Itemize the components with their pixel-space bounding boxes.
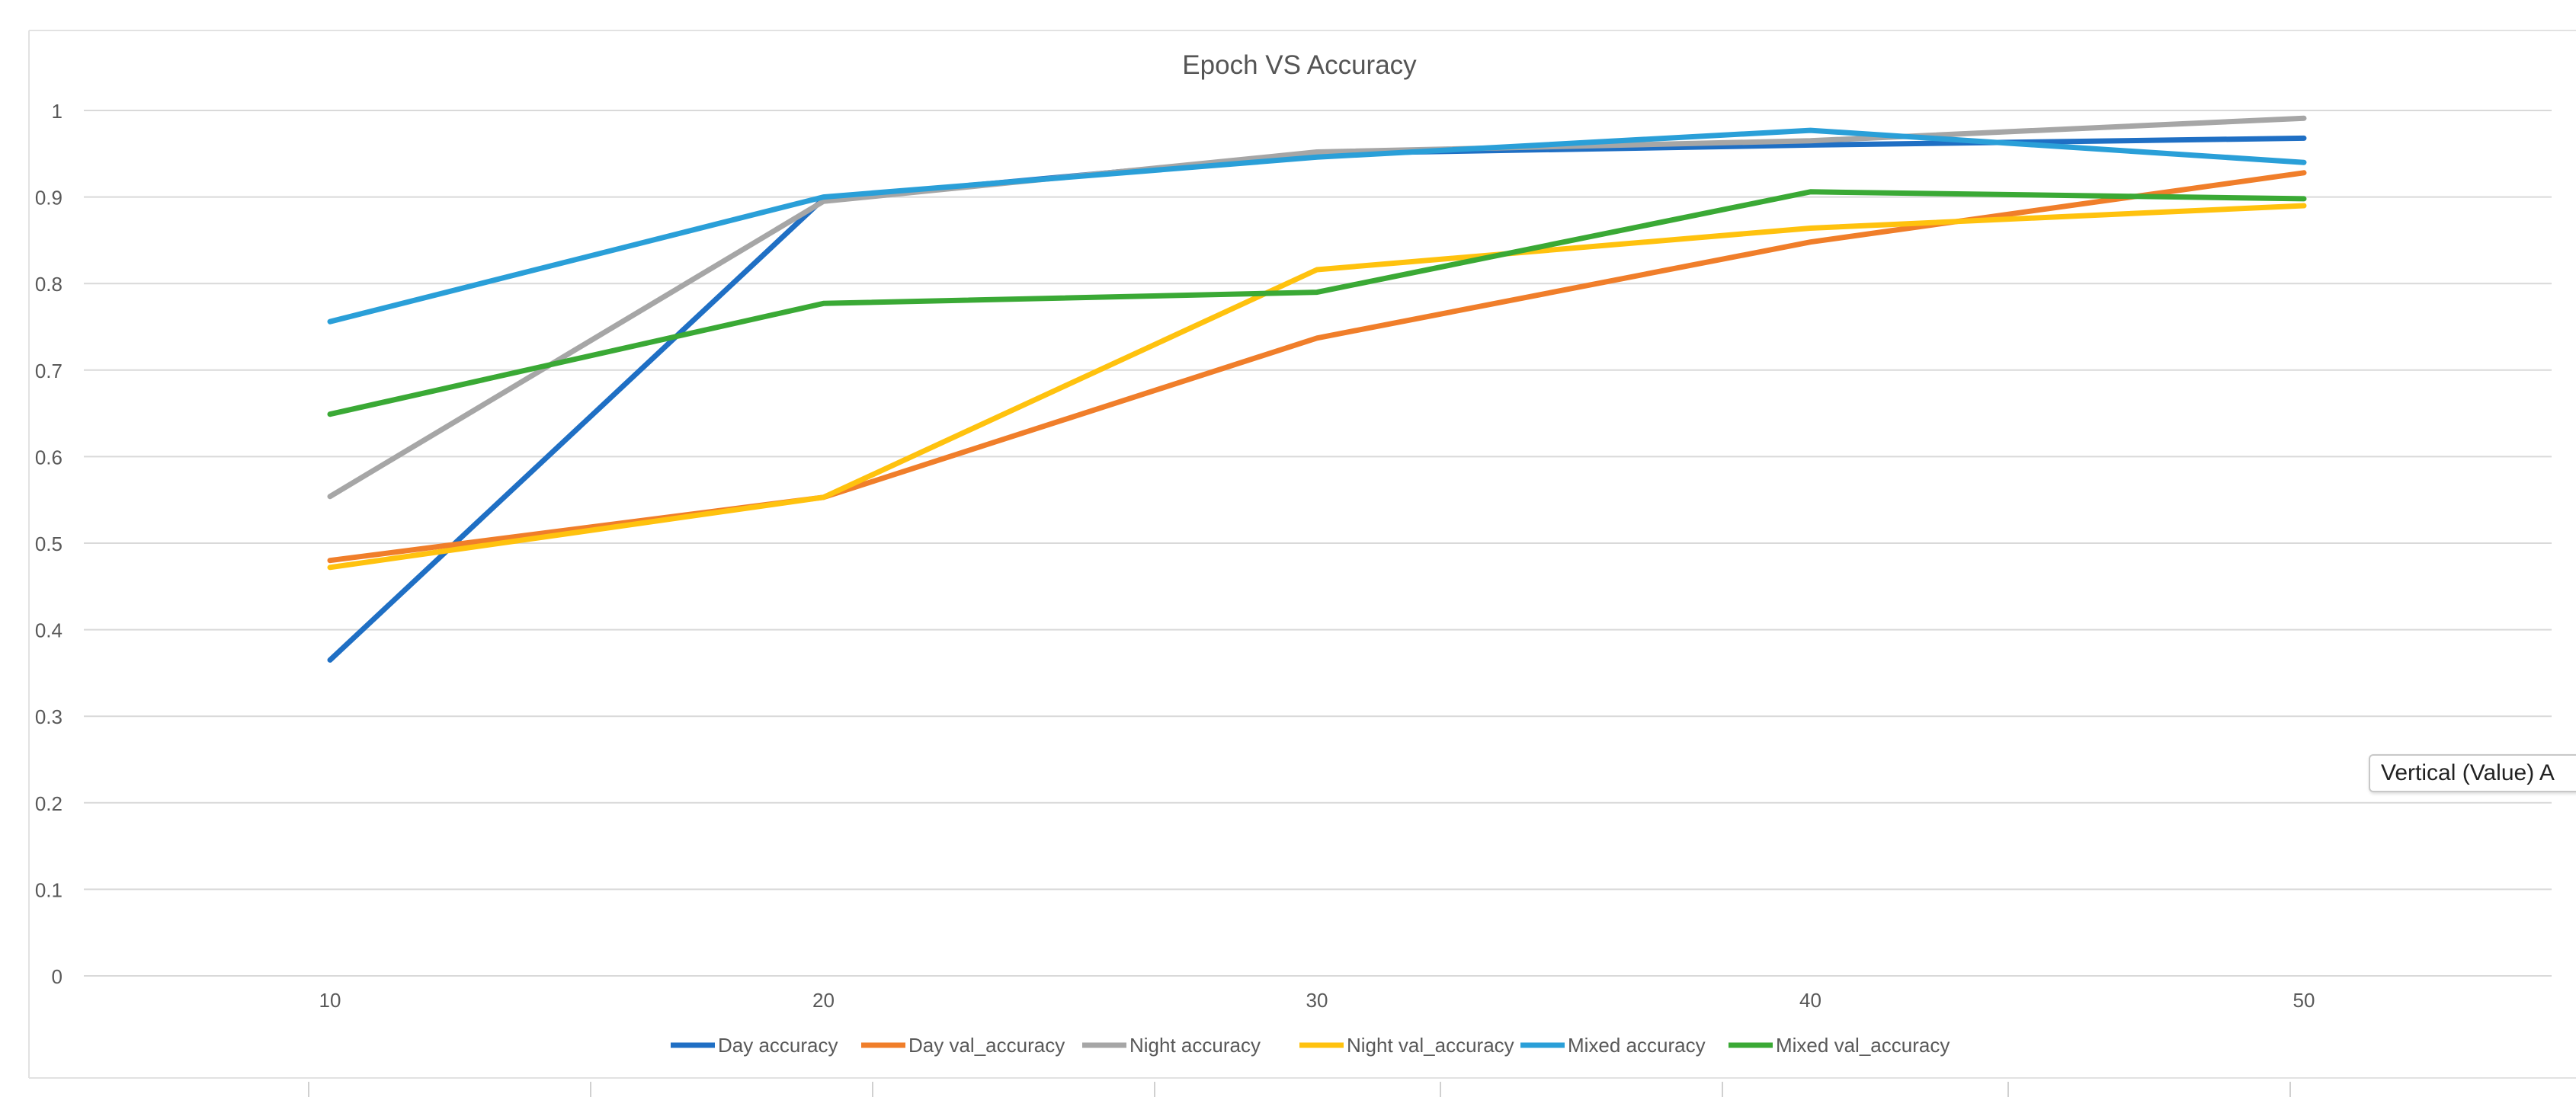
series-line xyxy=(327,115,2307,500)
y-tick-label: 0.8 xyxy=(35,273,62,296)
x-tick-label: 20 xyxy=(812,989,835,1012)
y-tick-label: 0.7 xyxy=(35,360,62,382)
y-tick-label: 1 xyxy=(52,100,62,123)
legend-label: Mixed accuracy xyxy=(1568,1034,1706,1057)
chart-title[interactable]: Epoch VS Accuracy xyxy=(1182,50,1417,80)
y-tick-label: 0.2 xyxy=(35,792,62,815)
series-line xyxy=(327,203,2307,571)
y-tick-label: 0.4 xyxy=(35,619,62,642)
y-tick-label: 0 xyxy=(52,965,62,988)
legend: Day accuracy Day val_accuracy Night accura… xyxy=(671,1034,1950,1057)
legend-label: Mixed val_accuracy xyxy=(1776,1034,1950,1057)
legend-label: Day val_accuracy xyxy=(908,1034,1065,1057)
y-axis-tick-labels: 0 0.1 0.2 0.3 0.4 0.5 0.6 0.7 0.8 0.9 1 xyxy=(35,100,62,988)
sheet-column-ticks xyxy=(308,1082,2291,1097)
y-tick-label: 0.9 xyxy=(35,187,62,209)
x-axis-tick-labels: 10 20 30 40 50 xyxy=(319,989,2315,1012)
legend-label: Day accuracy xyxy=(718,1034,838,1057)
axis-tooltip: Vertical (Value) A xyxy=(2369,754,2576,792)
legend-label: Night val_accuracy xyxy=(1347,1034,1514,1057)
x-tick-label: 40 xyxy=(1799,989,1821,1012)
series-line xyxy=(327,127,2307,325)
y-tick-label: 0.6 xyxy=(35,446,62,469)
y-tick-label: 0.5 xyxy=(35,533,62,555)
x-tick-label: 10 xyxy=(319,989,341,1012)
y-tick-label: 0.1 xyxy=(35,878,62,901)
series-line xyxy=(327,189,2307,417)
y-tick-label: 0.3 xyxy=(35,705,62,728)
legend-label: Night accuracy xyxy=(1129,1034,1261,1057)
x-tick-label: 50 xyxy=(2293,989,2315,1012)
series-lines xyxy=(327,115,2307,663)
x-tick-label: 30 xyxy=(1306,989,1328,1012)
